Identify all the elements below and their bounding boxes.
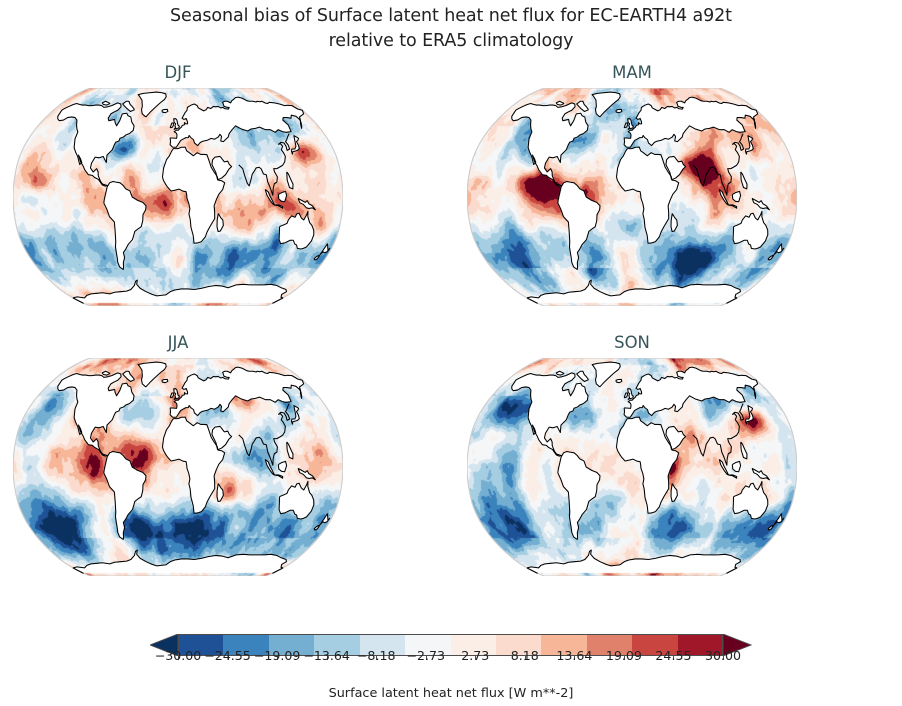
colorbar-band-10 bbox=[632, 634, 679, 656]
colorbar-tick bbox=[723, 656, 724, 660]
colorbar-tick bbox=[475, 656, 477, 660]
colorbar-tick-label: 24.55 bbox=[655, 648, 692, 663]
panel-title-jja: JJA bbox=[167, 333, 189, 352]
map-panel-mam[interactable]: MAM bbox=[467, 63, 797, 306]
map-panel-djf[interactable]: DJF bbox=[13, 63, 343, 306]
coastlines-son bbox=[467, 358, 797, 576]
map-panel-son[interactable]: SON bbox=[467, 333, 797, 576]
panel-title-son: SON bbox=[614, 333, 650, 352]
colorbar-band-6 bbox=[450, 634, 497, 656]
coastlines-djf bbox=[13, 88, 343, 306]
colorbar[interactable]: −30.00 −24.55 −19.09 −13.64 −8.18 −2.73 2.73 8.… bbox=[150, 634, 752, 663]
colorbar-band-2 bbox=[268, 634, 315, 656]
colorbar-tick bbox=[326, 656, 328, 660]
colorbar-axis-label: Surface latent heat net flux [W m**-2] bbox=[328, 686, 574, 701]
colorbar-extend-arrow-high bbox=[723, 634, 752, 656]
colorbar-tick-label: −24.55 bbox=[204, 648, 251, 663]
colorbar-band-3 bbox=[314, 634, 361, 656]
colorbar-tick bbox=[178, 656, 179, 660]
colorbar-tick bbox=[623, 656, 625, 660]
colorbar-tick-label: −2.73 bbox=[406, 648, 446, 663]
colorbar-tick bbox=[524, 656, 526, 660]
colorbar-tick-label: 30.00 bbox=[704, 648, 742, 663]
map-panel-jja[interactable]: JJA bbox=[13, 333, 343, 576]
colorbar-band-1 bbox=[223, 634, 270, 656]
colorbar-tick-label: 2.73 bbox=[461, 648, 490, 663]
colorbar-tick bbox=[227, 656, 229, 660]
panel-title-djf: DJF bbox=[164, 63, 192, 82]
panel-title-mam: MAM bbox=[612, 63, 652, 82]
colorbar-tick-label: 19.09 bbox=[605, 648, 642, 663]
colorbar-band-7 bbox=[495, 634, 542, 656]
colorbar-tick-label: −19.09 bbox=[253, 648, 301, 663]
figure-title-line2: relative to ERA5 climatology bbox=[328, 31, 574, 51]
colorbar-tick-label: −8.18 bbox=[356, 648, 396, 663]
colorbar-band-4 bbox=[359, 634, 406, 656]
figure-title: Seasonal bias of Surface latent heat net… bbox=[0, 4, 902, 54]
colorbar-band-0 bbox=[178, 634, 224, 656]
colorbar-tick bbox=[574, 656, 576, 660]
colorbar-tick bbox=[673, 656, 675, 660]
colorbar-band-11 bbox=[677, 634, 724, 656]
coastlines-jja bbox=[13, 358, 343, 576]
colorbar-tick-label: 8.18 bbox=[510, 648, 539, 663]
coastlines-mam bbox=[467, 88, 797, 306]
colorbar-tick bbox=[277, 656, 279, 660]
colorbar-tick-label: −13.64 bbox=[303, 648, 350, 663]
colorbar-band-9 bbox=[586, 634, 633, 656]
colorbar-tick bbox=[425, 656, 427, 660]
colorbar-tick-label: 13.64 bbox=[556, 648, 593, 663]
colorbar-band-5 bbox=[405, 634, 451, 656]
colorbar-band-8 bbox=[541, 634, 588, 656]
colorbar-tick-label: −30.00 bbox=[154, 648, 202, 663]
figure-title-line1: Seasonal bias of Surface latent heat net… bbox=[170, 6, 732, 26]
colorbar-tick bbox=[376, 656, 378, 660]
